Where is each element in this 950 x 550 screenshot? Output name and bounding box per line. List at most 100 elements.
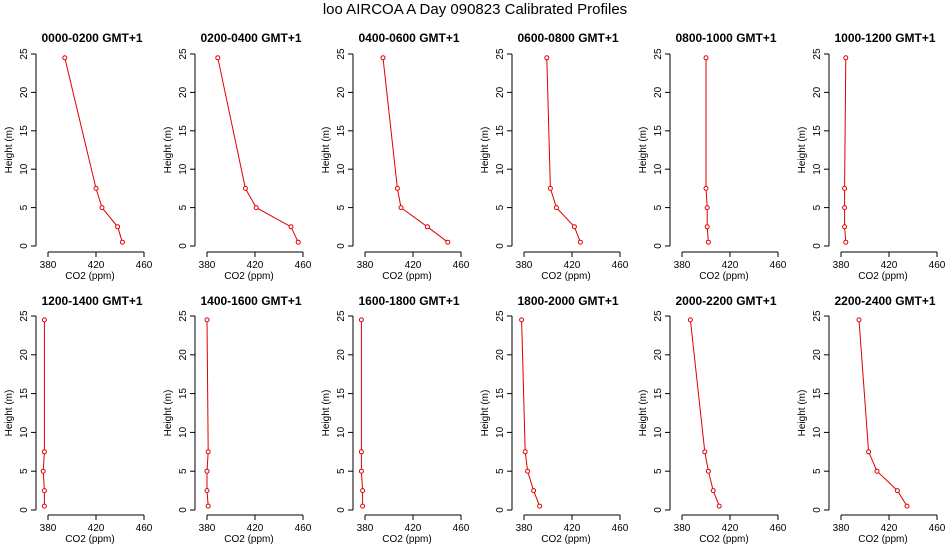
y-tick-label: 25 [812,310,823,322]
x-tick-label: 380 [833,523,850,534]
profile-point [519,317,525,323]
profile-point [843,55,849,61]
x-axis-label: CO2 (ppm) [541,534,590,545]
profile-point [394,185,400,191]
profile-point [894,488,900,494]
x-axis-label: CO2 (ppm) [65,271,114,282]
panel-title: 0400-0600 GMT+1 [358,31,459,45]
y-tick-label: 20 [178,349,189,361]
y-axis-label: Height (m) [480,127,491,174]
y-tick-label: 20 [812,86,823,98]
y-tick-label: 25 [178,48,189,60]
y-tick-label: 10 [653,426,664,438]
profile-point [360,488,366,494]
x-tick-label: 460 [453,260,470,271]
x-tick-label: 460 [770,523,787,534]
x-tick-label: 460 [612,523,629,534]
x-axis-label: CO2 (ppm) [224,271,273,282]
profile-point [537,503,543,509]
profile-point [874,468,880,474]
profile-point [253,205,259,211]
y-tick-label: 10 [653,163,664,175]
profile-point [705,239,711,245]
profile-point [242,185,248,191]
y-axis-label: Height (m) [480,390,491,437]
x-tick-label: 460 [929,523,946,534]
profile-point [531,488,537,494]
profile-point [205,503,211,509]
y-tick-label: 20 [812,349,823,361]
x-tick-label: 380 [357,523,374,534]
y-tick-label: 25 [19,310,30,322]
x-axis-label: CO2 (ppm) [699,271,748,282]
profile-point [702,449,708,455]
x-tick-label: 460 [453,523,470,534]
profile-point [553,205,559,211]
profile-point [710,488,716,494]
y-axis-label: Height (m) [638,127,649,174]
profile-panel: 0600-0800 GMT+1 0 5 10 15 20 25 Height (m) 380 42… [480,31,629,282]
profile-point [703,185,709,191]
profile-panel: 1400-1600 GMT+1 0 5 10 15 20 25 Height (m) 380 42… [163,294,312,545]
y-tick-label: 5 [812,204,823,210]
profile-panel: 1200-1400 GMT+1 0 5 10 15 20 25 Height (m) 380 42… [4,294,153,545]
y-tick-label: 25 [336,48,347,60]
x-tick-label: 380 [516,260,533,271]
profile-line [546,57,581,243]
profile-panel: 2000-2200 GMT+1 0 5 10 15 20 25 Height (m) 380 42… [638,294,787,545]
y-tick-label: 5 [178,204,189,210]
profile-point [204,468,210,474]
profile-line [360,319,364,507]
profile-point [716,503,722,509]
y-axis-label: Height (m) [321,127,332,174]
x-tick-label: 420 [881,523,898,534]
x-tick-label: 420 [247,260,264,271]
y-tick-label: 25 [495,48,506,60]
profile-point [687,317,693,323]
x-tick-label: 420 [88,523,105,534]
x-axis-label: CO2 (ppm) [382,271,431,282]
profile-point [445,239,451,245]
panel-title: 2000-2200 GMT+1 [675,294,776,308]
profile-point [62,55,68,61]
profile-point [93,185,99,191]
profile-panel: 0800-1000 GMT+1 0 5 10 15 20 25 Height (m) 380 42… [638,31,787,282]
y-tick-label: 15 [653,125,664,137]
y-axis-label: Height (m) [4,127,15,174]
x-tick-label: 420 [405,523,422,534]
y-tick-label: 25 [653,48,664,60]
profile-point [525,468,531,474]
y-axis-label: Height (m) [638,390,649,437]
x-tick-label: 420 [88,260,105,271]
profile-point [41,449,47,455]
x-tick-label: 380 [674,260,691,271]
y-tick-label: 5 [812,468,823,474]
profile-line [382,57,449,243]
profile-point [360,503,366,509]
y-tick-label: 25 [336,310,347,322]
profile-point [704,205,710,211]
y-tick-label: 15 [19,388,30,400]
y-tick-label: 15 [336,125,347,137]
x-tick-label: 420 [405,260,422,271]
y-axis-label: Height (m) [797,390,808,437]
profile-point [205,449,211,455]
profile-point [115,224,121,230]
x-tick-label: 380 [199,523,216,534]
y-tick-label: 0 [19,507,30,513]
profile-panel: 0200-0400 GMT+1 0 5 10 15 20 25 Height (m) 380 42… [163,31,312,282]
x-axis-label: CO2 (ppm) [224,534,273,545]
profile-point [522,449,528,455]
y-tick-label: 0 [812,243,823,249]
y-tick-label: 10 [336,426,347,438]
profile-point [204,488,210,494]
y-tick-label: 5 [653,468,664,474]
profile-point [99,205,105,211]
profile-point [842,224,848,230]
panel-title: 0600-0800 GMT+1 [517,31,618,45]
panel-title: 0800-1000 GMT+1 [675,31,776,45]
x-tick-label: 420 [722,523,739,534]
x-tick-label: 420 [722,260,739,271]
x-tick-label: 380 [516,523,533,534]
